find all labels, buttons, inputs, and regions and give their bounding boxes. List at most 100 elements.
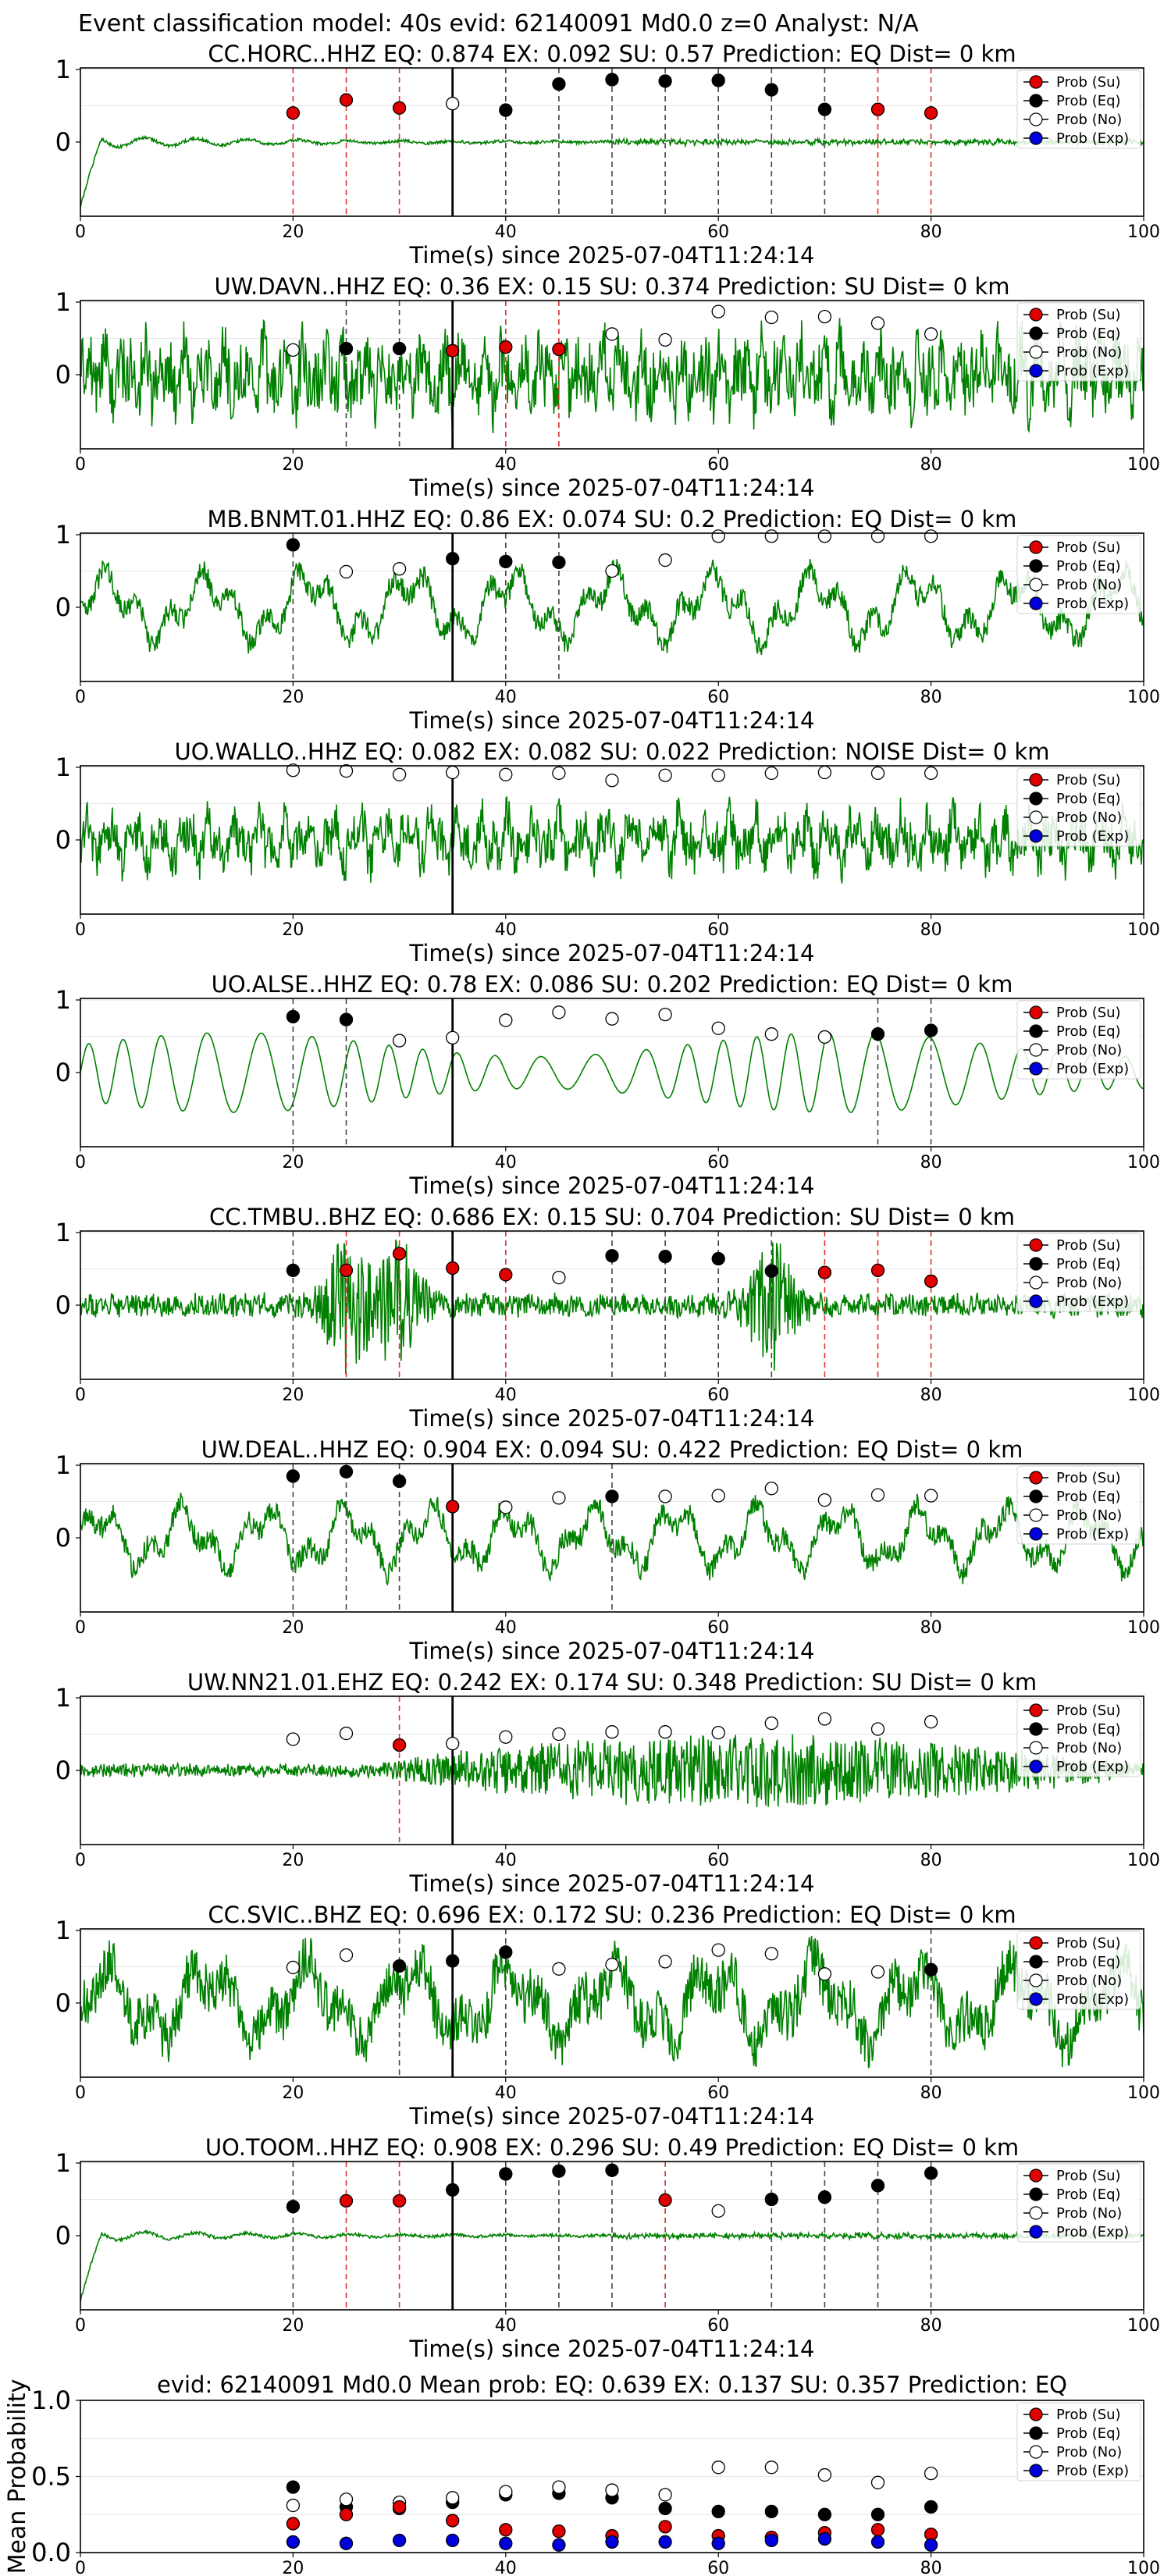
x-tick-label-60: 60 (707, 2316, 729, 2336)
prob-point-eq (499, 103, 513, 117)
legend-entry-eq: Prob (Eq) (1056, 1954, 1121, 1970)
legend-marker-eq (1029, 94, 1043, 108)
legend-marker-exp (1029, 2225, 1043, 2239)
mean-point-no (817, 2467, 832, 2482)
x-axis-label: Time(s) since 2025-07-04T11:24:14 (409, 1172, 815, 1199)
station-panel-2: UW.DAVN..HHZ EQ: 0.36 EX: 0.15 SU: 0.374… (55, 273, 1160, 501)
legend-marker-no (1029, 2445, 1043, 2459)
prob-point-eq (711, 73, 725, 87)
x-tick-label-0: 0 (75, 1851, 86, 1870)
legend-marker-no (1029, 810, 1043, 824)
mean-point-eq (924, 2500, 938, 2514)
x-tick-label-0: 0 (75, 2316, 86, 2336)
legend-marker-no (1029, 2206, 1043, 2220)
legend-marker-exp (1029, 829, 1043, 843)
legend-box (1016, 2163, 1141, 2243)
prob-point-no (658, 768, 672, 782)
prob-point-eq (286, 1469, 301, 1483)
legend-entry-su: Prob (Su) (1056, 1470, 1121, 1486)
legend-entry-no: Prob (No) (1056, 1973, 1122, 1989)
mean-point-exp (870, 2535, 885, 2549)
legend-entry-eq: Prob (Eq) (1056, 1489, 1121, 1505)
legend-marker-no (1029, 1508, 1043, 1522)
mean-point-exp (711, 2536, 725, 2550)
prob-point-no (392, 1034, 407, 1048)
y-tick-label: 1 (55, 753, 71, 782)
legend-marker-su (1029, 2407, 1043, 2421)
legend-marker-su (1029, 1703, 1043, 1717)
legend-entry-exp: Prob (Exp) (1056, 1759, 1129, 1775)
legend-entry-eq: Prob (Eq) (1056, 93, 1121, 109)
prob-point-no (870, 1722, 885, 1736)
prob-point-eq (711, 1251, 725, 1266)
legend-entry-eq: Prob (Eq) (1056, 1023, 1121, 1040)
prob-point-eq (446, 2183, 460, 2197)
y-tick-label: 1 (55, 55, 71, 84)
legend-entry-no: Prob (No) (1056, 1507, 1122, 1524)
prob-point-eq (392, 341, 407, 356)
panel-title: UW.DAVN..HHZ EQ: 0.36 EX: 0.15 SU: 0.374… (214, 273, 1009, 300)
legend-entry-no: Prob (No) (1056, 809, 1122, 826)
legend-marker-no (1029, 578, 1043, 592)
x-axis-label: Time(s) since 2025-07-04T11:24:14 (409, 707, 815, 734)
legend-marker-eq (1029, 2187, 1043, 2201)
x-axis-label: Time(s) since 2025-07-04T11:24:14 (409, 2103, 815, 2129)
x-tick-label-0: 0 (75, 455, 86, 475)
legend-marker-exp (1029, 131, 1043, 145)
x-tick-label-20: 20 (282, 1386, 304, 1405)
prob-point-su (339, 2194, 354, 2208)
legend-marker-eq (1029, 326, 1043, 340)
prob-point-no (658, 333, 672, 347)
prob-point-no (446, 1736, 460, 1751)
prob-point-no (499, 1730, 513, 1744)
prob-point-eq (552, 555, 566, 569)
legend-marker-exp (1029, 2464, 1043, 2478)
mean-point-exp (817, 2532, 832, 2546)
legend-marker-no (1029, 112, 1043, 126)
y-tick-label: 1 (55, 287, 71, 317)
legend-entry-exp: Prob (Exp) (1056, 1293, 1129, 1310)
x-tick-label-40: 40 (495, 455, 517, 475)
legend-marker-exp (1029, 1062, 1043, 1076)
legend-marker-su (1029, 1471, 1043, 1485)
legend-box (1016, 1233, 1141, 1312)
waveform-trace (80, 1734, 1144, 1808)
x-tick-label-20: 20 (282, 688, 304, 707)
x-tick-label-40: 40 (495, 222, 517, 242)
legend-box (1016, 1698, 1141, 1777)
legend-marker-su (1029, 540, 1043, 554)
panel-title: MB.BNMT.01.HHZ EQ: 0.86 EX: 0.074 SU: 0.… (208, 506, 1017, 532)
mean-point-exp (605, 2535, 619, 2549)
legend-entry-su: Prob (Su) (1056, 74, 1121, 91)
prob-point-eq (605, 73, 619, 87)
x-tick-label-100: 100 (1127, 688, 1160, 707)
y-tick-label: 0 (55, 592, 71, 622)
prob-point-eq (817, 102, 832, 116)
prob-point-no (817, 1493, 832, 1507)
legend-marker-su (1029, 773, 1043, 787)
prob-point-su (552, 342, 566, 357)
prob-point-no (764, 1716, 778, 1731)
x-tick-label-0: 0 (75, 1618, 86, 1638)
mean-point-no (552, 2480, 566, 2494)
panel-title: CC.HORC..HHZ EQ: 0.874 EX: 0.092 SU: 0.5… (208, 41, 1016, 67)
legend-box (1016, 535, 1141, 614)
legend-entry-su: Prob (Su) (1056, 1703, 1121, 1719)
x-tick-label-0: 0 (75, 688, 86, 707)
waveform-trace (80, 1032, 1144, 1113)
legend-1: Prob (Su) Prob (Eq) Prob (No) Prob (Exp) (1016, 69, 1141, 149)
legend-entry-su: Prob (Su) (1056, 2168, 1121, 2184)
x-tick-label-80: 80 (920, 2559, 942, 2576)
x-tick-label-100: 100 (1127, 1153, 1160, 1172)
prob-point-eq (286, 2200, 301, 2214)
panel-title: CC.TMBU..BHZ EQ: 0.686 EX: 0.15 SU: 0.70… (209, 1204, 1015, 1230)
waveform-trace (80, 796, 1144, 884)
legend-entry-no: Prob (No) (1056, 1740, 1122, 1756)
mean-point-exp (552, 2538, 566, 2552)
legend-entry-su: Prob (Su) (1056, 2407, 1121, 2423)
legend-entry-eq: Prob (Eq) (1056, 558, 1121, 575)
mean-point-exp (392, 2533, 407, 2548)
x-tick-label-60: 60 (707, 688, 729, 707)
prob-point-no (658, 1725, 672, 1739)
mean-point-exp (286, 2535, 301, 2549)
